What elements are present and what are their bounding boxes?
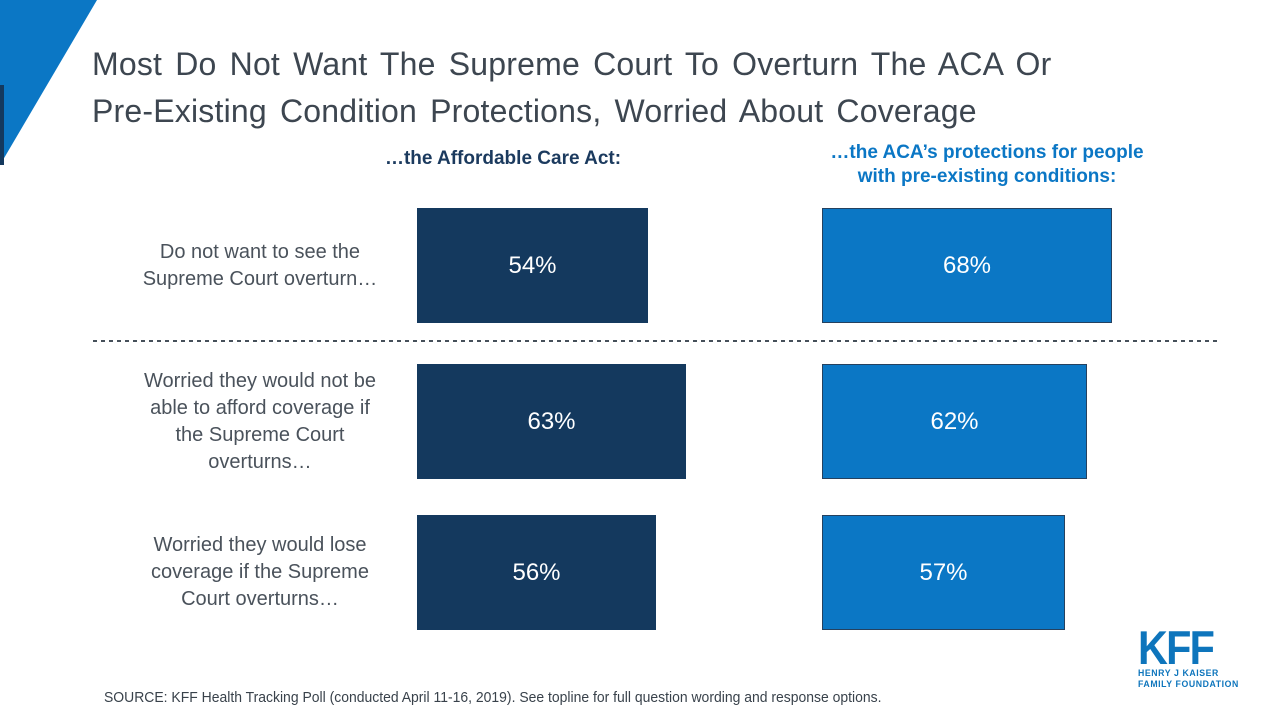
aca-bar: 63% <box>417 364 686 479</box>
preexisting-bar: 62% <box>822 364 1087 479</box>
bar-value: 57% <box>919 558 968 586</box>
column-header-aca: …the Affordable Care Act: <box>384 148 622 169</box>
kff-logo-wordmark: KFF <box>1138 621 1215 674</box>
column-header-preexisting: …the ACA’s protections for people with p… <box>830 142 1144 187</box>
source-note: SOURCE: KFF Health Tracking Poll (conduc… <box>104 689 882 706</box>
bar-value: 68% <box>942 251 992 279</box>
row-label: Do not want to see the Supreme Court ove… <box>142 240 378 290</box>
bar-value: 63% <box>527 407 576 435</box>
row-label: Worried they would not be able to afford… <box>144 369 376 473</box>
kff-logo-line1: HENRY J KAISER <box>1138 668 1219 678</box>
bar-value: 56% <box>512 558 561 586</box>
preexisting-bar: 57% <box>822 515 1065 630</box>
aca-bar: 56% <box>417 515 656 630</box>
dashed-divider <box>93 340 1220 342</box>
kff-logo: KFF HENRY J KAISER FAMILY FOUNDATION <box>1138 621 1248 690</box>
bar-value: 54% <box>508 251 557 279</box>
corner-decoration <box>0 0 97 165</box>
slide-title: Most Do Not Want The Supreme Court To Ov… <box>92 46 1052 130</box>
row-label: Worried they would lose coverage if the … <box>151 534 369 610</box>
preexisting-bar: 68% <box>822 208 1112 323</box>
bar-value: 62% <box>930 407 979 435</box>
kff-logo-line2: FAMILY FOUNDATION <box>1138 679 1239 689</box>
aca-bar: 54% <box>417 208 648 323</box>
